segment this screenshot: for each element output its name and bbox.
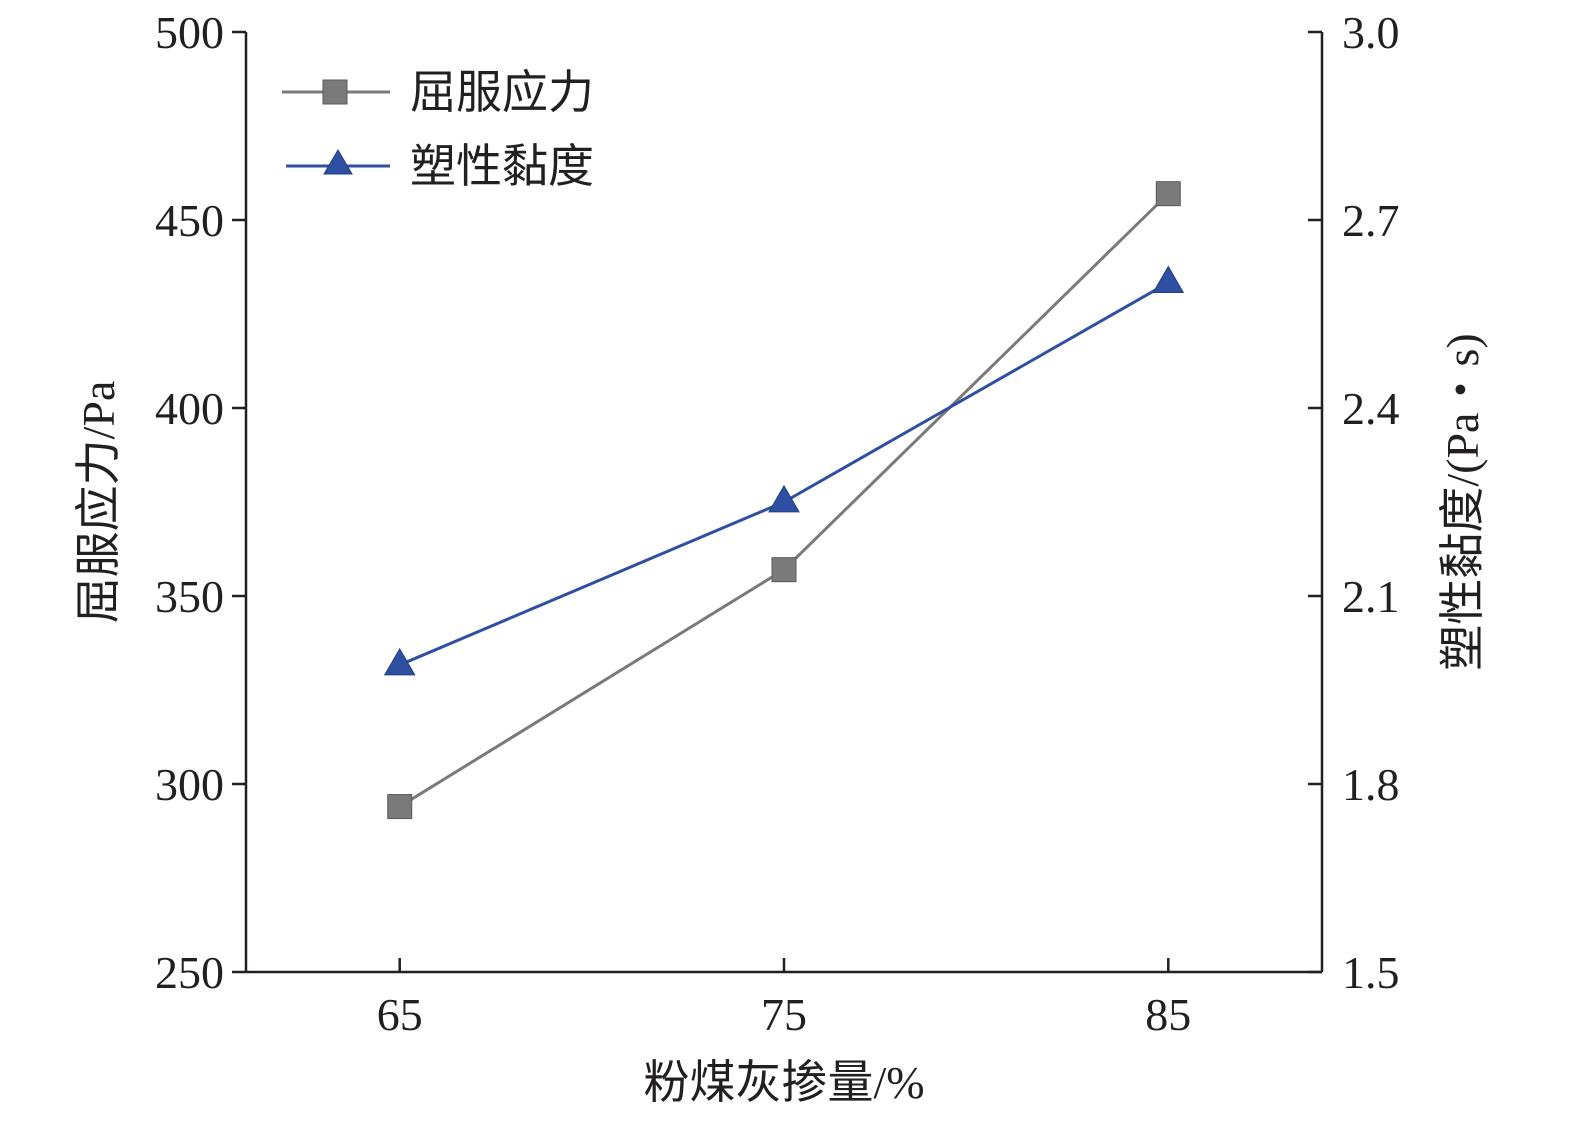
yield-stress-point: [771, 557, 797, 583]
right-y-tick-label: 1.8: [1342, 759, 1400, 810]
yield-stress-point: [1155, 181, 1181, 207]
series-line-plastic-viscosity: [399, 281, 1170, 667]
right-y-axis-title: 塑性黏度/(Pa・s): [1437, 333, 1488, 670]
right-y-tick-label: 3.0: [1342, 7, 1400, 58]
right-y-tick-label: 2.4: [1342, 383, 1400, 434]
left-y-ticks: 500 450 400 350 300 250: [155, 7, 246, 998]
plastic-viscosity-point: [383, 647, 416, 676]
plastic-viscosity-point: [1152, 265, 1185, 294]
x-axis-title: 粉煤灰掺量/%: [643, 1057, 924, 1108]
x-ticks: 65 75 85: [377, 958, 1191, 1040]
yield-stress-point: [387, 794, 413, 820]
x-tick-label: 85: [1145, 989, 1191, 1040]
right-y-ticks: 3.0 2.7 2.4 2.1 1.8 1.5: [1308, 7, 1400, 998]
legend-marker-square: [322, 79, 348, 105]
plastic-viscosity-point: [768, 484, 800, 513]
left-y-tick-label: 450: [155, 195, 224, 246]
left-y-axis-title: 屈服应力/Pa: [73, 381, 124, 624]
right-y-tick-label: 2.1: [1342, 571, 1400, 622]
legend-marker-triangle: [323, 149, 353, 175]
legend-label-yield-stress: 屈服应力: [410, 67, 594, 118]
left-y-tick-label: 250: [155, 947, 224, 998]
left-y-tick-label: 350: [155, 571, 224, 622]
legend-label-plastic-viscosity: 塑性黏度: [410, 141, 594, 192]
left-y-tick-label: 500: [155, 7, 224, 58]
legend: 屈服应力 塑性黏度: [282, 67, 594, 192]
series-layer: [383, 181, 1185, 820]
left-y-tick-label: 300: [155, 759, 224, 810]
x-tick-label: 65: [377, 989, 423, 1040]
right-y-tick-label: 2.7: [1342, 195, 1400, 246]
right-y-tick-label: 1.5: [1342, 947, 1400, 998]
x-tick-label: 75: [761, 989, 807, 1040]
left-y-tick-label: 400: [155, 383, 224, 434]
